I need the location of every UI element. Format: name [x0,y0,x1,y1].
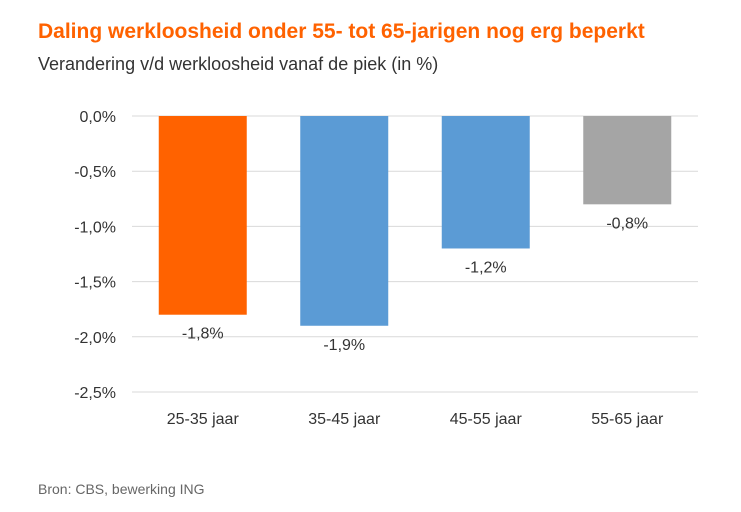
data-label: -0,8% [606,215,648,232]
y-tick-label: -1,0% [74,219,116,236]
chart-subtitle: Verandering v/d werkloosheid vanaf de pi… [38,54,439,74]
bar-35-45-jaar [300,116,389,326]
y-tick-label: -2,0% [74,330,116,347]
data-label: -1,2% [465,259,507,276]
x-tick-label: 25-35 jaar [167,411,240,428]
x-tick-label: 55-65 jaar [591,411,664,428]
y-tick-label: 0,0% [80,109,116,126]
y-tick-label: -1,5% [74,275,116,292]
y-tick-label: -0,5% [74,164,116,181]
bar-45-55-jaar [441,116,530,249]
bar-55-65-jaar [583,116,672,205]
data-label: -1,8% [182,326,224,343]
x-tick-label: 45-55 jaar [450,411,523,428]
x-tick-label: 35-45 jaar [308,411,381,428]
chart-title: Daling werkloosheid onder 55- tot 65-jar… [38,20,645,43]
bar-25-35-jaar [158,116,247,315]
data-label: -1,9% [323,337,365,354]
source-note: Bron: CBS, bewerking ING [38,481,205,497]
y-tick-label: -2,5% [74,385,116,402]
